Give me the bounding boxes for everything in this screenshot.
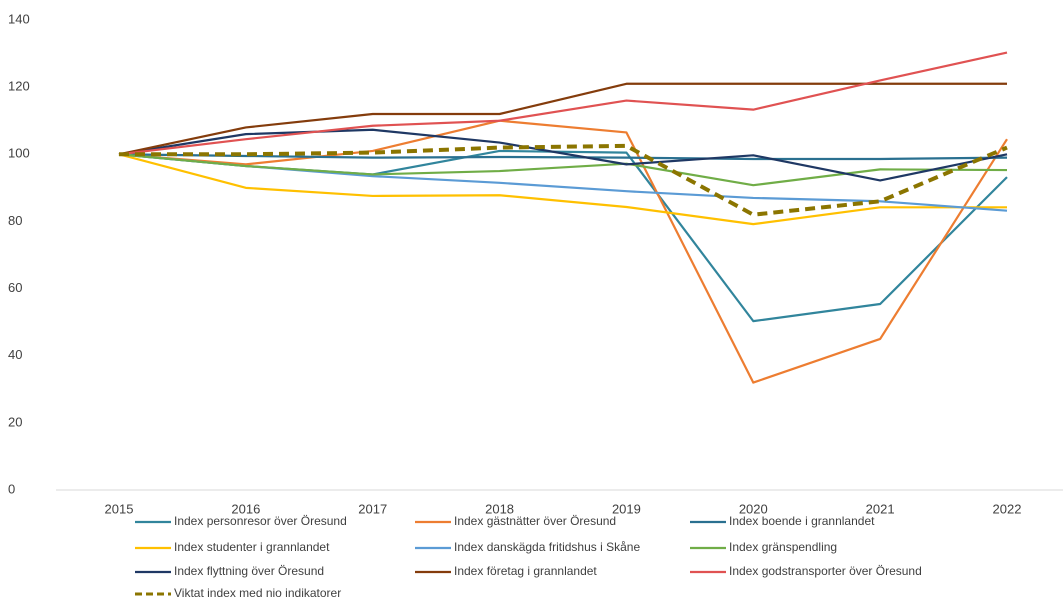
series-line [118, 128, 1008, 182]
x-tick-label: 2016 [231, 501, 260, 516]
legend-label: Index godstransporter över Öresund [729, 564, 922, 578]
x-tick-label: 2021 [866, 501, 895, 516]
legend-label: Index gränspendling [729, 540, 837, 554]
series-line [118, 153, 1007, 226]
legend-label: Index personresor över Öresund [174, 514, 347, 528]
legend-label: Index gästnätter över Öresund [454, 514, 616, 528]
legend-label: Viktat index med nio indikatorer [174, 586, 341, 600]
legend-label: Index boende i grannlandet [729, 514, 875, 528]
legend-label: Index flyttning över Öresund [174, 564, 324, 578]
series-line [118, 51, 1008, 156]
x-tick-label: 2020 [739, 501, 768, 516]
series-line [119, 143, 1008, 217]
y-tick-label: 60 [8, 280, 22, 295]
series-line [118, 153, 1008, 187]
y-tick-label: 20 [8, 414, 22, 429]
x-tick-label: 2022 [993, 501, 1022, 516]
series-line [118, 82, 1007, 156]
x-tick-label: 2015 [105, 501, 134, 516]
series-line [118, 149, 1008, 323]
legend-label: Index företag i grannlandet [454, 564, 597, 578]
y-tick-label: 0 [8, 481, 15, 496]
series-line [118, 119, 1008, 384]
y-tick-label: 120 [8, 79, 30, 94]
y-tick-label: 80 [8, 213, 22, 228]
x-tick-label: 2019 [612, 501, 641, 516]
x-tick-label: 2017 [358, 501, 387, 516]
x-tick-label: 2018 [485, 501, 514, 516]
y-tick-label: 40 [8, 347, 22, 362]
series-line [118, 153, 1008, 161]
y-tick-label: 140 [8, 11, 30, 26]
legend-label: Index studenter i grannlandet [174, 540, 330, 554]
legend-label: Index danskägda fritidshus i Skåne [454, 540, 640, 554]
y-tick-label: 100 [8, 146, 30, 161]
